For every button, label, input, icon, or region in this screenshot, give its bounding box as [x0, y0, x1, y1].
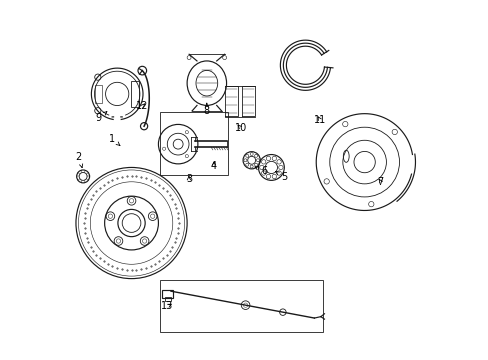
Text: 3: 3: [185, 174, 192, 184]
Text: 2: 2: [76, 152, 82, 167]
Text: 8: 8: [203, 103, 209, 116]
Bar: [160, 280, 323, 332]
Text: 10: 10: [234, 123, 246, 133]
Bar: [164, 297, 171, 301]
Text: 1: 1: [108, 134, 120, 145]
Text: 4: 4: [210, 161, 217, 171]
Bar: [95, 85, 102, 103]
Text: 5: 5: [275, 171, 286, 182]
Text: 11: 11: [313, 115, 325, 125]
Text: 9: 9: [95, 112, 107, 123]
Text: 13: 13: [161, 301, 173, 311]
Bar: [162, 290, 172, 298]
Text: 7: 7: [377, 177, 383, 187]
Bar: [131, 81, 139, 107]
Bar: [160, 112, 228, 175]
Text: 12: 12: [136, 102, 148, 112]
Text: 6: 6: [255, 166, 267, 176]
